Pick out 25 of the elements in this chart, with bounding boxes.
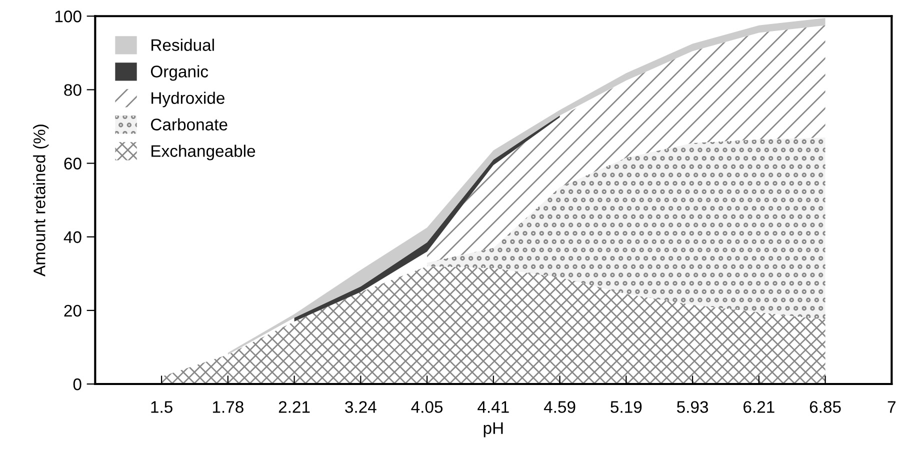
y-tick-label: 60 xyxy=(64,158,82,170)
legend-label: Hydroxide xyxy=(152,92,224,108)
y-tick-label: 40 xyxy=(64,231,82,244)
legend-label: Residual xyxy=(152,38,214,51)
legend-label: Organic xyxy=(150,65,208,81)
y-tick-label: 0 xyxy=(73,378,82,390)
x-tick-label: 6.85 xyxy=(810,401,841,413)
y-tick-label: 100 xyxy=(55,10,82,22)
y-tick-label: 80 xyxy=(64,84,82,96)
x-tick-label: 3.24 xyxy=(345,401,376,413)
x-tick-label: 4.05 xyxy=(411,401,443,413)
y-tick-label: 20 xyxy=(64,304,82,317)
x-tick-label: 4.41 xyxy=(478,401,509,413)
legend-label: Exchangeable xyxy=(152,144,256,160)
x-tick-label: 6.21 xyxy=(744,401,774,413)
x-tick-label: 1.5 xyxy=(151,401,172,413)
x-tick-label: 5.93 xyxy=(676,401,708,413)
x-tick-label: 7 xyxy=(888,401,896,413)
y-axis-title: Amount retained (%) xyxy=(33,124,49,276)
x-tick-label: 1.78 xyxy=(212,401,244,413)
x-tick-label: 2.21 xyxy=(278,401,310,413)
x-axis-title: pH xyxy=(484,422,503,438)
x-tick-label: 4.59 xyxy=(544,401,576,413)
x-tick-label: 5.19 xyxy=(610,401,642,413)
legend-label: Carbonate xyxy=(151,118,228,130)
